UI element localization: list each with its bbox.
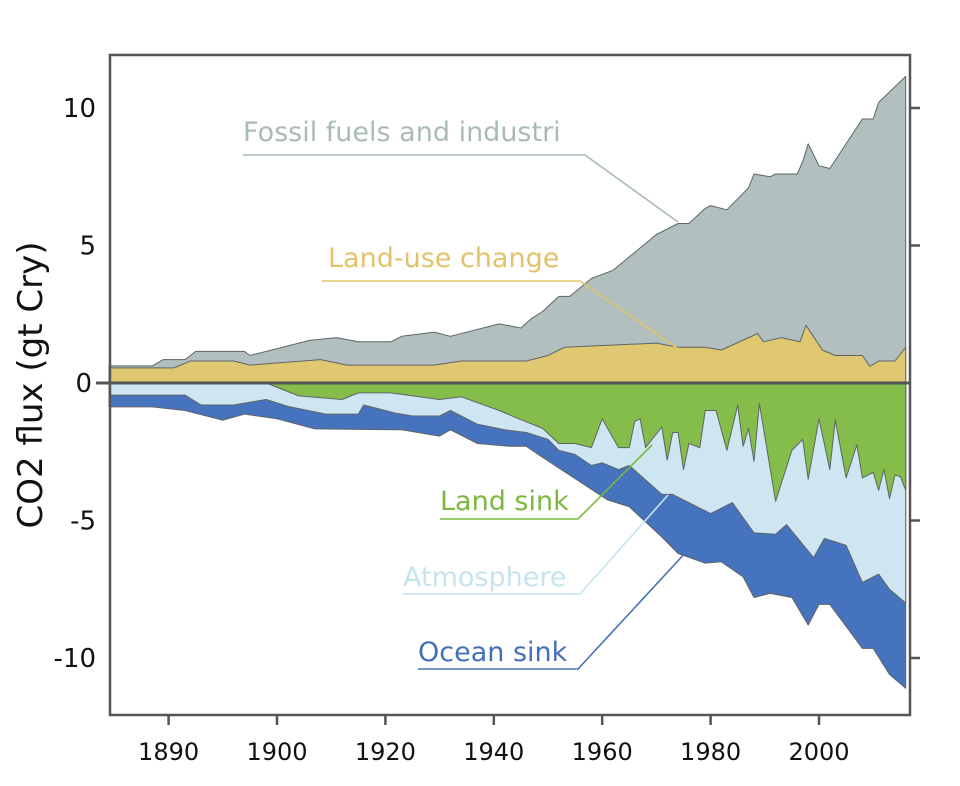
leader-line-ocean-sink <box>418 549 689 670</box>
series-label-ocean-sink: Ocean sink <box>418 637 568 668</box>
y-tick-label: -5 <box>70 507 96 537</box>
area-land-sink <box>108 382 907 502</box>
series-label-land-sink: Land sink <box>440 486 569 517</box>
leader-line-atmosphere <box>403 494 669 595</box>
x-tick-label: 1900 <box>246 738 307 766</box>
series-label-fossil-fuels-and-industri: Fossil fuels and industri <box>243 117 561 148</box>
y-tick-label: -10 <box>54 644 96 674</box>
series-label-land-use-change: Land-use change <box>328 243 559 274</box>
x-tick-label: 1940 <box>463 738 524 766</box>
x-tick-label: 1960 <box>572 738 633 766</box>
leader-line-land-sink <box>440 444 653 520</box>
plot-frame <box>96 53 912 717</box>
area-land-use-change <box>108 324 907 384</box>
y-tick-label: 0 <box>75 369 92 399</box>
area-atmosphere <box>108 382 907 604</box>
area-layer <box>108 75 907 689</box>
x-tick-label: 1980 <box>680 738 741 766</box>
y-tick-label: 10 <box>63 94 96 124</box>
leader-line-land-use-change <box>322 280 678 349</box>
leader-line-fossil-fuels-and-industri <box>243 154 679 223</box>
x-tick-label: 1920 <box>355 738 416 766</box>
x-tick-label: 1890 <box>138 738 199 766</box>
y-tick-label: 5 <box>79 232 96 262</box>
x-tick-label: 2000 <box>788 738 849 766</box>
plot-border <box>108 53 912 717</box>
area-fossil-fuels-and-industri <box>108 75 907 384</box>
series-label-layer: Fossil fuels and industri Land-use change… <box>243 117 689 670</box>
series-label-atmosphere: Atmosphere <box>403 562 566 593</box>
tick-layer: 1890 1900 1920 1940 1960 1980 2000 10 5 0 -5 -10 <box>54 94 920 766</box>
y-axis-label: CO2 flux (gt Cry) <box>11 242 51 529</box>
